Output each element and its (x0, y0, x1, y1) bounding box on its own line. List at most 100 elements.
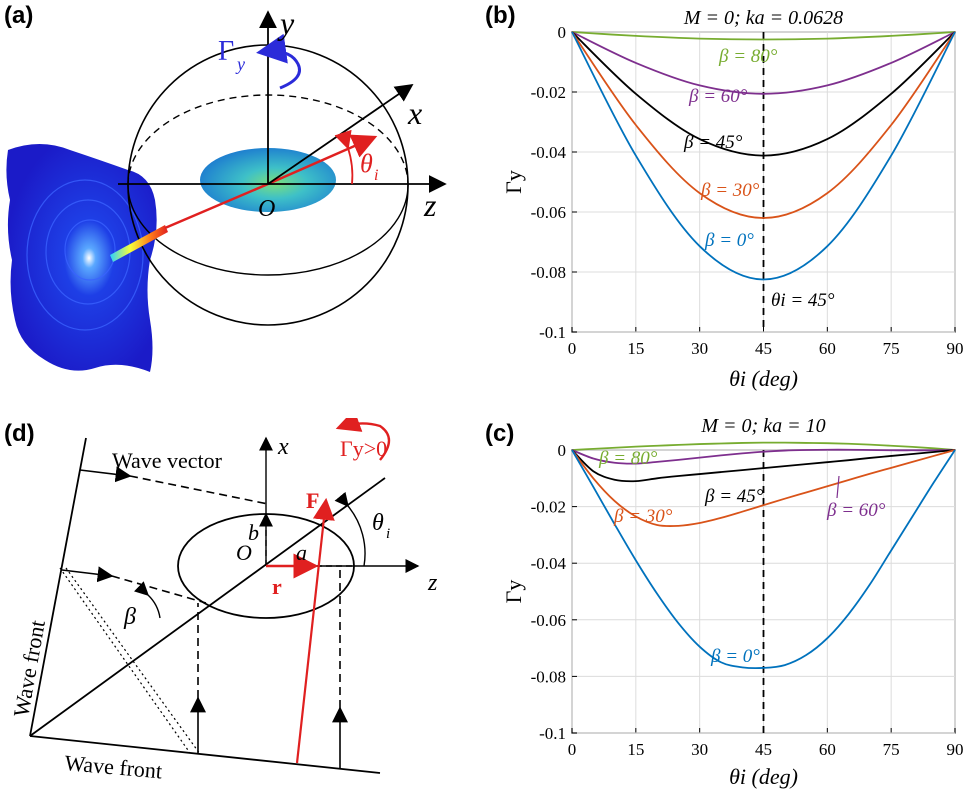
wave-vector-arrow-top (79, 466, 132, 483)
series-line (571, 31, 956, 95)
x-tick-label: 45 (755, 740, 772, 759)
torque-label-d: Γy>0 (340, 436, 387, 461)
incident-ray (164, 182, 269, 230)
panel-label-b: (b) (485, 2, 516, 29)
wave-front-bottom-label: Wave front (64, 750, 164, 783)
force-label: F (306, 488, 319, 513)
chart-c: 0 15 30 45 60 75 90 0 -0.02 -0.04 -0.06 -0.08 -0.1 M … (501, 418, 964, 789)
series-label: β = 0° (710, 646, 760, 667)
x-tick-label: 90 (947, 339, 964, 358)
series-label: β = 0° (704, 230, 754, 251)
x-tick-label: 90 (947, 740, 964, 759)
x-axis (267, 83, 414, 185)
theta-arc (334, 129, 354, 185)
x-tick-label: 75 (883, 339, 900, 358)
torque-arc-d (335, 418, 391, 461)
theta-subscript: i (374, 167, 378, 184)
y-tick-label: -0.02 (531, 498, 566, 517)
x-tick-label: 0 (568, 740, 577, 759)
x-tick-label: 60 (819, 339, 836, 358)
x-tick-label: 15 (627, 740, 644, 759)
wave-vector-dash-mid (111, 575, 207, 604)
y-tick-label: -0.1 (539, 724, 566, 743)
y-tick-label: -0.1 (539, 323, 566, 342)
y-tick-label: -0.02 (531, 83, 566, 102)
series-label: β = 80° (718, 46, 778, 67)
wave-vector-dash-top (129, 475, 269, 505)
wave-front-left-line (29, 437, 87, 737)
theta-arc-d (334, 491, 366, 567)
series-label-pointer (836, 475, 840, 499)
series-line (571, 31, 956, 219)
y-axis-label: y (277, 5, 295, 41)
y-axis-label: Γy (501, 170, 526, 194)
series-line (571, 31, 956, 41)
incidence-line (29, 477, 386, 737)
y-tick-label: -0.04 (531, 554, 567, 573)
incident-beam (110, 225, 168, 262)
x-tick-label: 30 (691, 740, 708, 759)
panel-label-a: (a) (4, 2, 34, 29)
series-label: β = 30° (613, 506, 673, 527)
theta-direction-arrow (267, 134, 378, 186)
series-label: β = 60° (826, 500, 886, 521)
series-line (571, 441, 956, 451)
chart-b: 0 15 30 45 60 75 90 0 -0.02 -0.04 -0.06 -0.08 -0.1 M … (501, 7, 964, 391)
y-tick-label: -0.08 (531, 667, 566, 686)
x-tick-label: 30 (691, 339, 708, 358)
series-label: β = 60° (688, 86, 748, 107)
chart-title: M = 0; ka = 0.0628 (683, 7, 843, 29)
series-line (571, 448, 956, 465)
x-tick-label: 60 (819, 740, 836, 759)
series-line (571, 449, 956, 670)
dotted-line-1 (59, 567, 191, 754)
torque-label: Γ (218, 36, 234, 67)
series-line (571, 449, 956, 483)
x-tick-label: 45 (755, 339, 772, 358)
torque-subscript: y (235, 54, 245, 74)
y-tick-label: -0.04 (531, 143, 567, 162)
wave-front-bottom-line (29, 735, 381, 774)
reference-line-label: θi = 45° (771, 290, 835, 311)
z-axis-label: z (423, 187, 437, 223)
sphere-equator-front (127, 184, 409, 276)
x-axis-label: θi (deg) (729, 764, 798, 789)
series-label: β = 30° (700, 180, 760, 201)
series-line (571, 31, 956, 281)
panel-label-c: (c) (485, 420, 515, 447)
z-axis-label-d: z (427, 570, 438, 596)
beta-label: β (123, 604, 136, 630)
x-tick-label: 0 (568, 339, 577, 358)
y-tick-label: 0 (558, 23, 567, 42)
y-axis-label: Γy (501, 580, 526, 604)
origin-label: O (258, 196, 275, 222)
y-tick-label: 0 (558, 441, 567, 460)
y-tick-label: -0.06 (531, 203, 566, 222)
position-label: r (272, 574, 282, 599)
wave-vector-arrow-mid (61, 566, 114, 583)
x-tick-label: 15 (627, 339, 644, 358)
figure-d: x z O Wave vector Wave front Wave front … (8, 418, 438, 784)
panel-label-d: (d) (4, 420, 35, 447)
x-axis-label-d: x (277, 434, 289, 460)
figure-a: y x z O Γ y θ i (6, 5, 447, 372)
semi-a-label: a (296, 540, 307, 565)
semi-b-label: b (248, 520, 259, 545)
y-tick-label: -0.08 (531, 263, 566, 282)
series-line (571, 31, 956, 157)
series-label: β = 45° (704, 486, 764, 507)
series-label: β = 80° (598, 448, 658, 469)
wavefront-surface (6, 144, 157, 372)
x-axis-label: x (407, 95, 422, 131)
wave-front-left-label: Wave front (8, 618, 50, 719)
y-tick-label: -0.06 (531, 611, 566, 630)
torque-arc (256, 33, 301, 90)
x-axis-label: θi (deg) (729, 366, 798, 391)
theta-label: θ (360, 149, 373, 178)
series-label: β = 45° (683, 132, 743, 153)
force-vector (295, 497, 335, 764)
wave-vector-label: Wave vector (112, 448, 223, 473)
theta-subscript-d: i (386, 526, 390, 542)
theta-label-d: θ (372, 510, 384, 536)
chart-title: M = 0; ka = 10 (700, 418, 825, 437)
